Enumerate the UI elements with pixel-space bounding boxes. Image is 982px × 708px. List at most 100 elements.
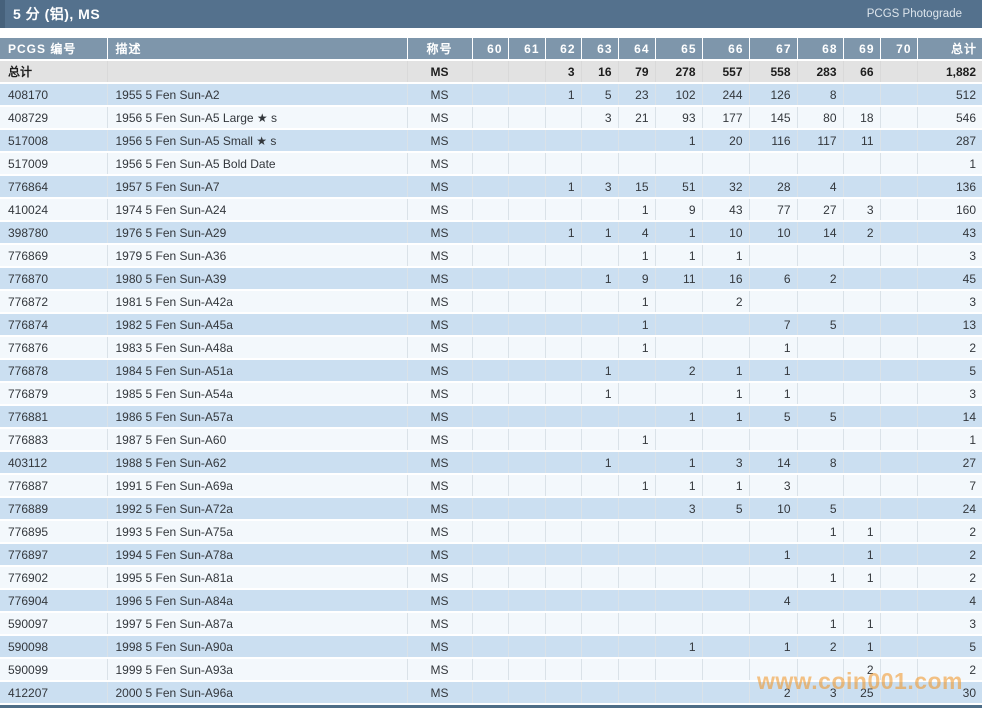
table-row: 776895 1993 5 Fen Sun-A75a MS 1 1 2 [0, 520, 982, 544]
grade-64-cell [618, 451, 656, 475]
grade-69-cell: 1 [843, 566, 881, 590]
table-row: 776872 1981 5 Fen Sun-A42a MS 1 2 3 [0, 290, 982, 314]
total-cell: 2 [917, 520, 982, 544]
grade-63-cell [581, 336, 619, 360]
grade-68-cell: 80 [797, 106, 844, 130]
grade-64-cell: 21 [618, 106, 656, 130]
pcgs-number-link[interactable]: 517009 [0, 152, 108, 176]
grade-63-cell [581, 681, 619, 705]
grade-61-cell [508, 152, 546, 176]
pcgs-number-link[interactable]: 776872 [0, 290, 108, 314]
grade-61-cell [508, 336, 546, 360]
designation-cell: MS [407, 543, 473, 567]
pcgs-number-link[interactable]: 776864 [0, 175, 108, 199]
grade-67-cell [749, 428, 798, 452]
grade-60-cell [472, 382, 509, 406]
description-cell: 1974 5 Fen Sun-A24 [107, 198, 408, 222]
pcgs-number-link[interactable]: 776895 [0, 520, 108, 544]
grade-68-cell: 3 [797, 681, 844, 705]
total-cell: 3 [917, 612, 982, 636]
grade-67-cell [749, 152, 798, 176]
pcgs-number-link[interactable]: 398780 [0, 221, 108, 245]
pcgs-number-link[interactable]: 776869 [0, 244, 108, 268]
grade-70-cell [880, 359, 918, 383]
grade-67-cell: 1 [749, 336, 798, 360]
pcgs-number-link[interactable]: 776870 [0, 267, 108, 291]
pcgs-number-link[interactable]: 776881 [0, 405, 108, 429]
grade-62-cell [545, 129, 582, 153]
total-row: 总计 MS 3 16 79 278 557 558 283 66 1,882 [0, 60, 982, 84]
grade-67-cell: 145 [749, 106, 798, 130]
pcgs-number-link[interactable]: 776889 [0, 497, 108, 521]
table-row: 517008 1956 5 Fen Sun-A5 Small ★ s MS 1 20 11… [0, 129, 982, 153]
table-row: 403112 1988 5 Fen Sun-A62 MS 1 1 3 14 8 27 [0, 451, 982, 475]
grade-62-cell [545, 405, 582, 429]
designation-cell: MS [407, 405, 473, 429]
pcgs-number-link[interactable]: 408729 [0, 106, 108, 130]
grade-60-cell [472, 543, 509, 567]
table-row: 590099 1999 5 Fen Sun-A93a MS 2 2 [0, 658, 982, 682]
pcgs-number-link[interactable]: 776879 [0, 382, 108, 406]
pcgs-number-link[interactable]: 776902 [0, 566, 108, 590]
grade-68-cell: 27 [797, 198, 844, 222]
total-description-cell [107, 60, 408, 84]
grade-67-cell: 6 [749, 267, 798, 291]
grade-61-cell [508, 267, 546, 291]
pcgs-number-link[interactable]: 776876 [0, 336, 108, 360]
col-grade-64: 64 [618, 38, 656, 61]
grade-62-cell [545, 244, 582, 268]
table-row: 590097 1997 5 Fen Sun-A87a MS 1 1 3 [0, 612, 982, 636]
pcgs-number-link[interactable]: 410024 [0, 198, 108, 222]
grade-64-cell [618, 543, 656, 567]
total-cell: 30 [917, 681, 982, 705]
description-cell: 1956 5 Fen Sun-A5 Small ★ s [107, 129, 408, 153]
total-grade-63-cell: 16 [581, 60, 619, 84]
grade-63-cell [581, 313, 619, 337]
pcgs-number-link[interactable]: 403112 [0, 451, 108, 475]
designation-cell: MS [407, 313, 473, 337]
pcgs-number-link[interactable]: 776904 [0, 589, 108, 613]
designation-cell: MS [407, 267, 473, 291]
grade-61-cell [508, 175, 546, 199]
pcgs-number-link[interactable]: 776878 [0, 359, 108, 383]
grade-60-cell [472, 83, 509, 107]
grade-68-cell: 117 [797, 129, 844, 153]
designation-cell: MS [407, 474, 473, 498]
pcgs-number-link[interactable]: 590098 [0, 635, 108, 659]
pcgs-number-link[interactable]: 590099 [0, 658, 108, 682]
grade-61-cell [508, 520, 546, 544]
grade-69-cell: 1 [843, 520, 881, 544]
grade-64-cell [618, 612, 656, 636]
total-grade-70-cell [880, 60, 918, 84]
grade-70-cell [880, 543, 918, 567]
total-cell: 27 [917, 451, 982, 475]
grade-61-cell [508, 589, 546, 613]
designation-cell: MS [407, 83, 473, 107]
col-grade-69: 69 [843, 38, 881, 61]
grade-60-cell [472, 106, 509, 130]
grade-67-cell: 1 [749, 543, 798, 567]
grade-65-cell [655, 290, 703, 314]
pcgs-number-link[interactable]: 408170 [0, 83, 108, 107]
pcgs-number-link[interactable]: 776874 [0, 313, 108, 337]
grade-65-cell [655, 566, 703, 590]
pcgs-number-link[interactable]: 776883 [0, 428, 108, 452]
grade-67-cell: 3 [749, 474, 798, 498]
pcgs-number-link[interactable]: 517008 [0, 129, 108, 153]
pcgs-number-link[interactable]: 412207 [0, 681, 108, 705]
grade-66-cell: 2 [702, 290, 750, 314]
grade-62-cell [545, 474, 582, 498]
pcgs-number-link[interactable]: 590097 [0, 612, 108, 636]
description-cell: 1993 5 Fen Sun-A75a [107, 520, 408, 544]
total-cell: 4 [917, 589, 982, 613]
grade-65-cell [655, 382, 703, 406]
table-row: 398780 1976 5 Fen Sun-A29 MS 1 1 4 1 10 10 14 2 43 [0, 221, 982, 245]
pcgs-number-link[interactable]: 776887 [0, 474, 108, 498]
pcgs-number-link[interactable]: 776897 [0, 543, 108, 567]
grade-69-cell [843, 359, 881, 383]
table-row: 776897 1994 5 Fen Sun-A78a MS 1 1 2 [0, 543, 982, 567]
grade-66-cell: 177 [702, 106, 750, 130]
grade-60-cell [472, 244, 509, 268]
grade-70-cell [880, 451, 918, 475]
grade-61-cell [508, 658, 546, 682]
